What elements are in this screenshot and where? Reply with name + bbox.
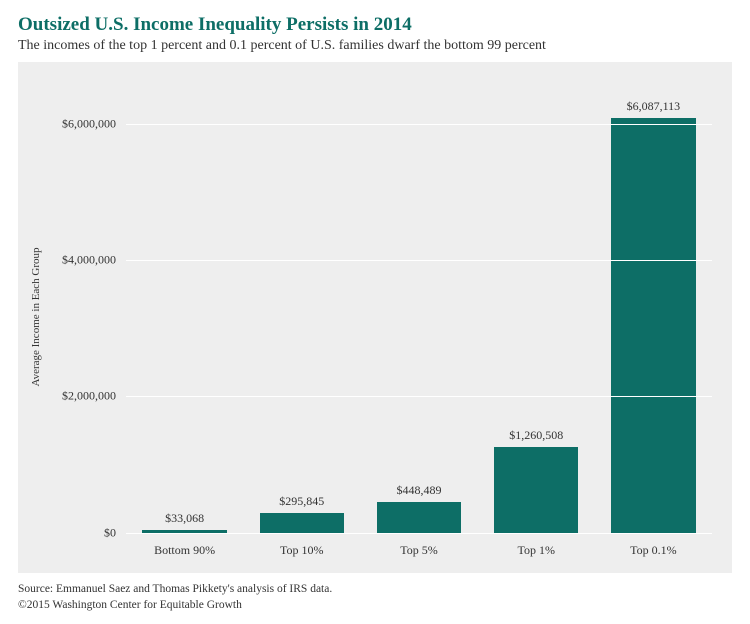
gridline xyxy=(126,260,712,261)
bar xyxy=(377,502,461,533)
plot-region: $33,068Bottom 90%$295,845Top 10%$448,489… xyxy=(126,90,712,533)
bar xyxy=(611,118,695,533)
gridline xyxy=(126,533,712,534)
bar-value-label: $1,260,508 xyxy=(509,428,563,443)
bar-slot: $295,845Top 10% xyxy=(243,90,360,533)
y-tick-label: $6,000,000 xyxy=(62,117,126,132)
x-tick-label: Top 1% xyxy=(517,543,555,558)
bar-value-label: $33,068 xyxy=(165,511,204,526)
bar-slot: $6,087,113Top 0.1% xyxy=(595,90,712,533)
chart-footer: Source: Emmanuel Saez and Thomas Pikkety… xyxy=(18,581,732,614)
bar-slot: $33,068Bottom 90% xyxy=(126,90,243,533)
y-axis-label: Average Income in Each Group xyxy=(30,248,42,387)
bar-value-label: $295,845 xyxy=(279,494,324,509)
y-tick-label: $0 xyxy=(104,525,126,540)
chart-title: Outsized U.S. Income Inequality Persists… xyxy=(18,14,732,36)
copyright-text: ©2015 Washington Center for Equitable Gr… xyxy=(18,597,732,614)
bar-slot: $448,489Top 5% xyxy=(360,90,477,533)
gridline xyxy=(126,396,712,397)
x-tick-label: Top 10% xyxy=(280,543,324,558)
x-tick-label: Bottom 90% xyxy=(154,543,215,558)
chart-plot-area: Average Income in Each Group $33,068Bott… xyxy=(18,62,732,573)
chart-subtitle: The incomes of the top 1 percent and 0.1… xyxy=(18,38,732,54)
bars-group: $33,068Bottom 90%$295,845Top 10%$448,489… xyxy=(126,90,712,533)
bar xyxy=(260,513,344,533)
bar xyxy=(494,447,578,533)
chart-container: Outsized U.S. Income Inequality Persists… xyxy=(0,0,750,624)
y-tick-label: $2,000,000 xyxy=(62,389,126,404)
y-tick-label: $4,000,000 xyxy=(62,253,126,268)
bar-value-label: $6,087,113 xyxy=(627,99,681,114)
gridline xyxy=(126,124,712,125)
bar-value-label: $448,489 xyxy=(397,483,442,498)
x-tick-label: Top 0.1% xyxy=(630,543,677,558)
bar-slot: $1,260,508Top 1% xyxy=(478,90,595,533)
source-text: Source: Emmanuel Saez and Thomas Pikkety… xyxy=(18,581,732,598)
x-tick-label: Top 5% xyxy=(400,543,438,558)
